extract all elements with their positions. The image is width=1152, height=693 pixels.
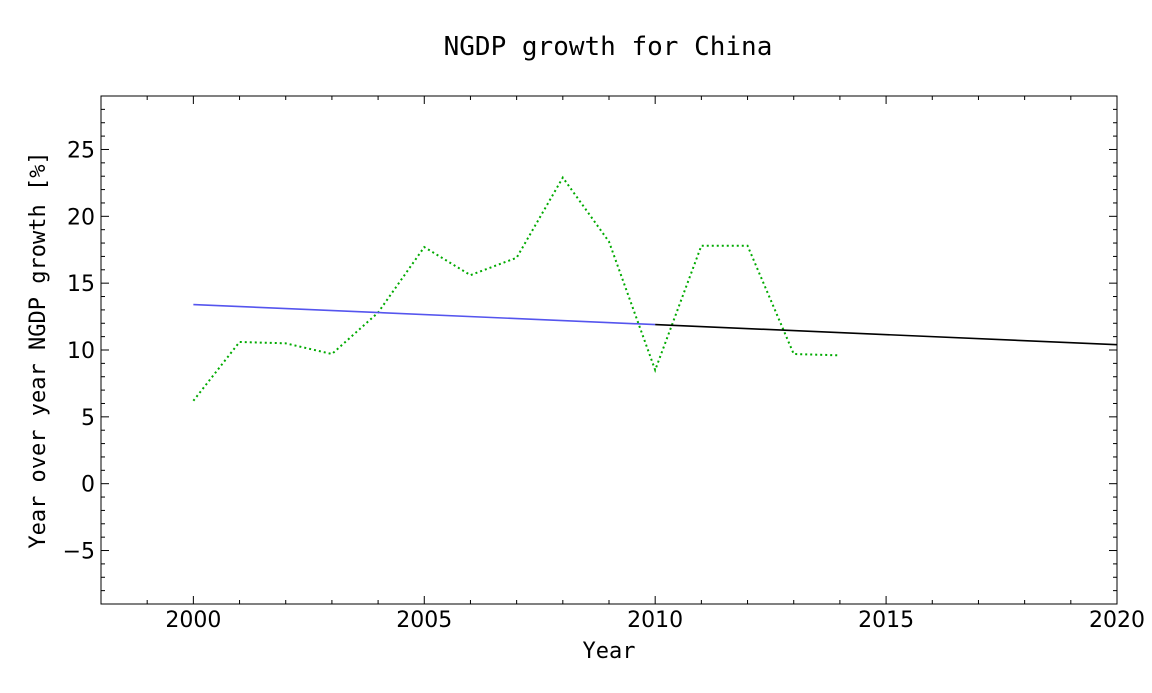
x-axis-label: Year [583,639,636,664]
y-axis-label: Year over year NGDP growth [%] [26,151,51,548]
series-line-0 [192,175,840,402]
x-tick-label: 2020 [1089,608,1145,633]
x-tick-label: 2010 [627,608,683,633]
y-tick-label: 20 [67,205,95,230]
y-tick-label: 15 [67,272,95,297]
y-tick-label: 0 [81,473,95,498]
y-tick-label: 10 [67,339,95,364]
x-tick-label: 2005 [396,608,452,633]
y-tick-label: 5 [81,406,95,431]
x-tick-label: 2015 [858,608,914,633]
y-tick-labels: −5 0 5 10 15 20 25 [63,138,95,564]
y-tick-label: −5 [63,540,95,565]
tick-marks [100,95,1118,605]
x-tick-labels: 2000 2005 2010 2015 2020 [165,608,1145,633]
series-line-2 [655,323,1118,346]
x-tick-label: 2000 [165,608,221,633]
y-tick-label: 25 [67,138,95,163]
chart-title: NGDP growth for China [444,32,773,62]
series-layer [192,175,1118,402]
plot-frame [100,95,1118,605]
series-line-1 [193,303,656,326]
